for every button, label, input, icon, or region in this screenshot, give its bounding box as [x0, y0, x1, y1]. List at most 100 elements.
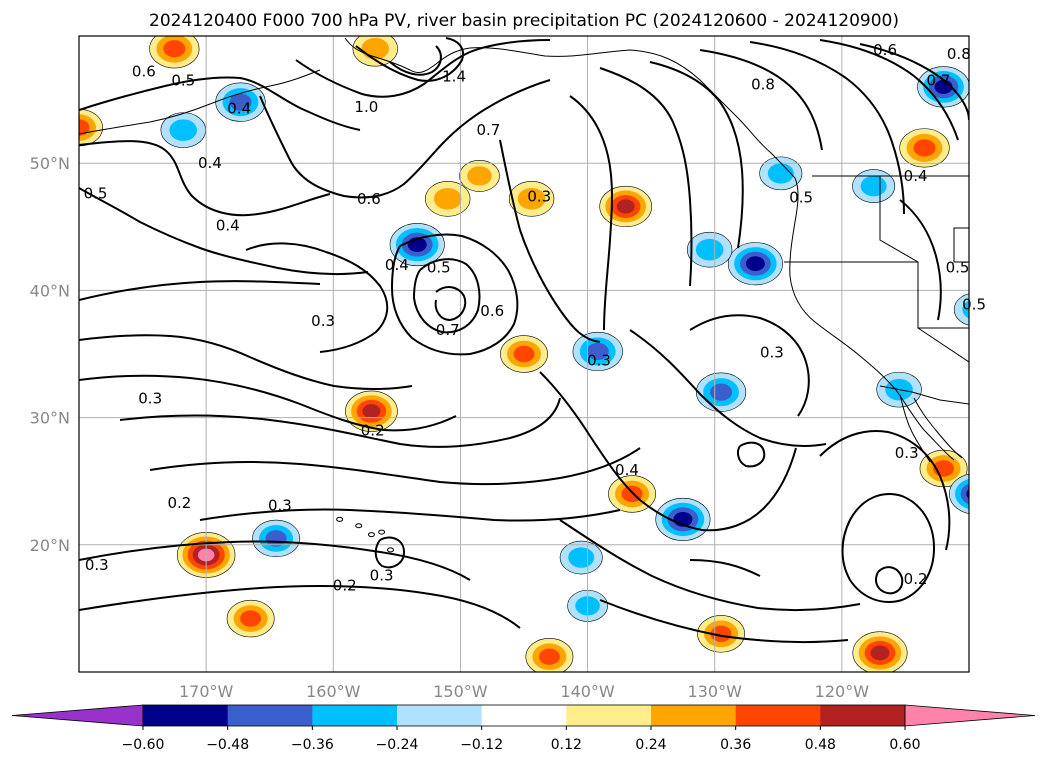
- lat-tick-label: 30°N: [30, 409, 70, 428]
- coastline: [879, 385, 969, 405]
- pv-contour: [79, 76, 361, 131]
- colorbar: −0.60 −0.48 −0.36 −0.24 −0.12 0.12 0.24 0.36 0.4…: [11, 704, 1036, 753]
- contour-label: 0.7: [927, 72, 951, 90]
- colorbar-segment: [227, 705, 313, 726]
- anomaly-blob: [229, 93, 252, 111]
- pv-contour: [689, 559, 761, 577]
- colorbar-tick-label: 0.12: [551, 737, 582, 753]
- pv-contour: [689, 314, 810, 417]
- pv-contour: [875, 566, 904, 595]
- contour-label: 0.7: [476, 121, 500, 139]
- pv-contour: [629, 329, 827, 447]
- pv-contour: [245, 242, 389, 353]
- contour-label: 0.3: [895, 444, 919, 462]
- colorbar-tick-label: 0.48: [805, 737, 836, 753]
- colorbar-segment: [566, 705, 652, 726]
- lon-tick-label: 170°W: [179, 682, 234, 701]
- island: [355, 523, 363, 529]
- contour-labels: 0.6 0.5 0.4 0.4 0.4 0.5 1.0 1.4 0.7 0.6 0.3 0.4 0.5 0…: [84, 41, 986, 595]
- coastline: [79, 69, 321, 135]
- pv-contour: [899, 199, 942, 321]
- coastline: [953, 227, 969, 263]
- anomaly-blob: [163, 40, 186, 58]
- anomaly-blob: [695, 238, 724, 261]
- contour-label: 0.4: [385, 256, 409, 274]
- colorbar-tick-label: −0.24: [376, 737, 419, 753]
- pv-contour: [259, 79, 551, 199]
- anomaly-blob: [513, 345, 535, 363]
- contour-label: 0.8: [751, 75, 775, 93]
- coastline: [913, 397, 963, 459]
- lon-tick-label: 130°W: [688, 682, 743, 701]
- island: [336, 516, 344, 522]
- contour-label: 0.3: [527, 187, 551, 205]
- contour-label: 0.3: [587, 351, 611, 369]
- pv-contour: [559, 519, 861, 612]
- colorbar-segment: [651, 705, 737, 726]
- lon-tick-label: 150°W: [433, 682, 488, 701]
- latitude-labels: 20°N 30°N 40°N 50°N: [30, 154, 70, 555]
- map-frame: [78, 35, 970, 673]
- pv-contours: [79, 37, 969, 644]
- contour-label: 0.7: [436, 321, 460, 339]
- pv-contour: [699, 49, 823, 151]
- contour-label: 0.4: [216, 217, 240, 235]
- contour-label: 0.3: [85, 556, 109, 574]
- pv-contour: [374, 536, 406, 569]
- pv-contour: [79, 140, 331, 217]
- contour-label: 0.2: [168, 494, 192, 512]
- pv-contour: [389, 45, 442, 76]
- anomaly-blob: [966, 488, 969, 499]
- pv-contour: [569, 95, 613, 331]
- pv-contour: [599, 67, 693, 287]
- contour-label: 0.2: [904, 570, 928, 588]
- anomaly-blob: [169, 119, 198, 141]
- pv-contour: [499, 139, 601, 343]
- pv-contour: [295, 39, 551, 98]
- contour-label: 0.5: [946, 259, 970, 277]
- contour-label: 0.3: [138, 390, 162, 408]
- colorbar-tick-label: −0.60: [122, 737, 165, 753]
- island: [378, 529, 386, 535]
- contour-label: 1.4: [442, 68, 466, 86]
- anomaly-blob: [710, 383, 733, 401]
- lon-tick-label: 120°W: [815, 682, 870, 701]
- chart-title: 2024120400 F000 700 hPa PV, river basin …: [149, 11, 899, 31]
- pv-contour: [390, 233, 519, 356]
- colorbar-tick-label: −0.36: [291, 737, 334, 753]
- anomaly-blob: [361, 37, 390, 60]
- colorbar-frame: [142, 704, 906, 727]
- contour-label: 0.6: [873, 41, 897, 59]
- map-grid: [79, 36, 969, 672]
- contour-label: 0.8: [947, 45, 971, 63]
- pv-contour: [859, 43, 969, 121]
- contour-label: 0.5: [84, 185, 108, 203]
- colorbar-extend-max: [904, 704, 1036, 727]
- pv-contour: [79, 280, 321, 301]
- colorbar-segment: [735, 705, 821, 726]
- anomaly-blob: [538, 648, 560, 665]
- pv-contour: [649, 61, 744, 249]
- pv-contour: [199, 508, 621, 522]
- anomaly-blob: [467, 166, 492, 186]
- anomaly-blob: [517, 188, 546, 210]
- colorbar-segment: [397, 705, 483, 726]
- colorbar-tick-label: 0.36: [720, 737, 751, 753]
- anomaly-blob: [433, 188, 462, 210]
- colorbar-tick-label: −0.48: [206, 737, 249, 753]
- colorbar-tick-label: 0.24: [635, 737, 666, 753]
- anomaly-blob: [962, 300, 969, 319]
- lat-tick-label: 50°N: [30, 154, 70, 173]
- contour-label: 0.6: [357, 190, 381, 208]
- contour-label: 0.3: [311, 312, 335, 330]
- coastline: [789, 177, 955, 461]
- anomaly-blob: [767, 163, 794, 184]
- anomaly-blob: [710, 625, 732, 643]
- anomaly-blob: [960, 483, 969, 505]
- pv-contour: [79, 585, 521, 629]
- pv-contour: [539, 371, 797, 532]
- pv-contour: [149, 447, 641, 486]
- contour-label: 0.2: [361, 421, 385, 439]
- contour-label: 0.5: [171, 72, 195, 90]
